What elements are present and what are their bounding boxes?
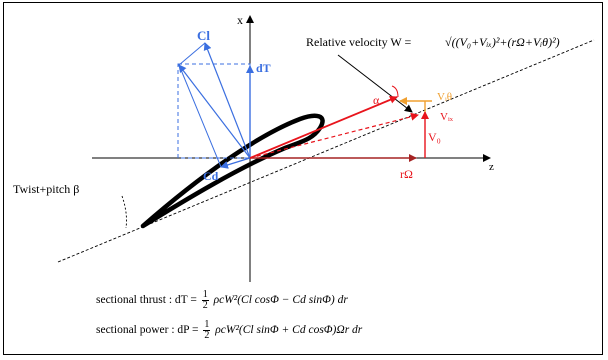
lift-label: Cl [197, 28, 210, 43]
thrust-equation-prefix: sectional thrust : dT = [96, 294, 200, 307]
axial-velocity-label: V₀ [428, 130, 441, 144]
airfoil [140, 113, 325, 229]
x-axis-label: x [237, 13, 243, 27]
drag-construction-line [178, 64, 222, 168]
power-fraction-numerator: 1 [204, 319, 210, 330]
z-axis-label: z [489, 161, 494, 173]
twist-label: Twist+pitch β [13, 182, 79, 196]
angle-of-attack-label: α [373, 93, 380, 107]
thrust-label: dT [256, 61, 271, 75]
relative-velocity-label: Relative velocity W = [306, 35, 412, 49]
lift-arrow [203, 42, 251, 159]
relative-velocity-formula: √((V₀+Vᵢₓ)²+(rΩ+Vᵢθ)²) [445, 35, 560, 49]
power-equation-rest: ρcW²(Cl sinΦ + Cd cosΦ)Ωr dr [212, 324, 363, 337]
relative-velocity-dashed-arrow [249, 112, 419, 159]
drag-label: Cd [203, 169, 219, 183]
power-fraction-denominator: 2 [204, 330, 210, 341]
power-equation-prefix: sectional power : dP = [96, 324, 202, 337]
resultant-force-arrow [178, 64, 251, 159]
angle-of-attack-arc [391, 85, 399, 98]
thrust-fraction-numerator: 1 [202, 289, 208, 300]
frame-border [3, 2, 603, 355]
drag-arrow [220, 157, 251, 169]
thrust-equation-rest: ρcW²(Cl cosΦ − Cd sinΦ) dr [210, 294, 348, 307]
rotational-velocity-label: rΩ [400, 167, 413, 181]
twist-angle-arc [121, 195, 127, 229]
thrust-fraction-denominator: 2 [202, 300, 208, 311]
induced-tangential-label: Vᵢθ [437, 91, 452, 103]
lift-construction-line [178, 42, 206, 66]
induced-axial-label: Vᵢₓ [440, 111, 454, 123]
relative-velocity-arrow [249, 95, 398, 159]
chord-line [57, 39, 595, 263]
